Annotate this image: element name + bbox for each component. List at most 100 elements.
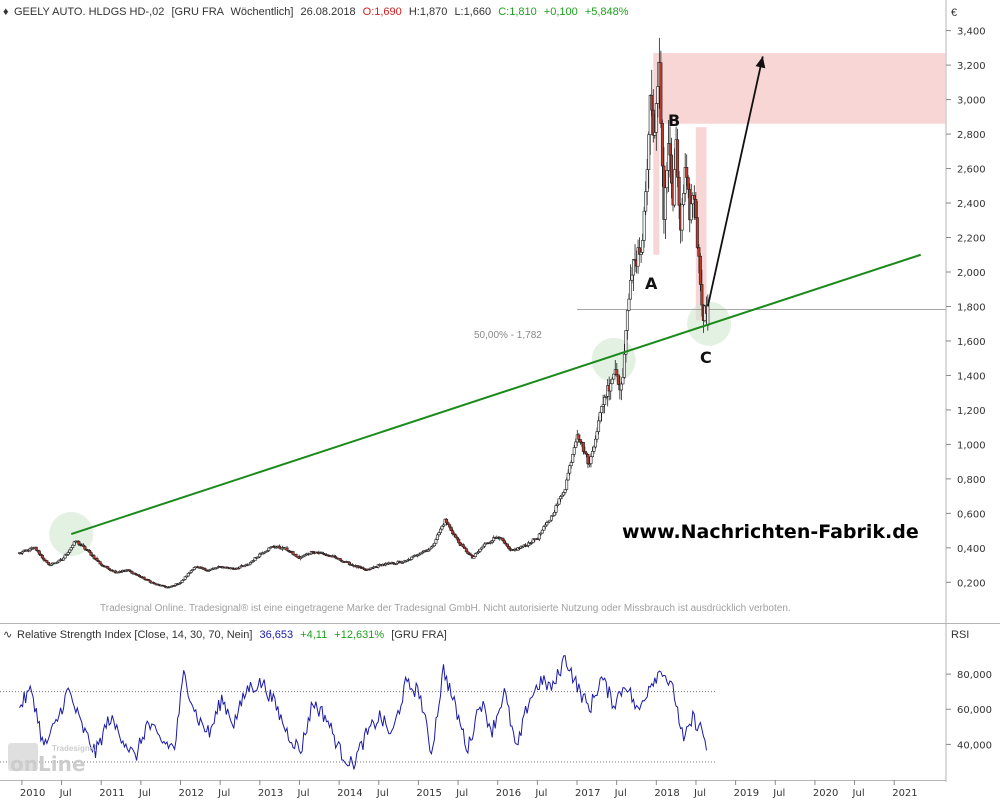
candle-body xyxy=(676,139,680,178)
candle-body xyxy=(45,560,49,563)
x-tick-label: 2013 xyxy=(258,788,283,799)
candle-body xyxy=(363,568,367,571)
candle-body xyxy=(628,279,632,300)
candle-body xyxy=(411,555,415,558)
target-arrow-head xyxy=(755,56,766,69)
price-tick-label: 2,800 xyxy=(957,130,986,141)
x-tick-label: Jul xyxy=(852,788,865,799)
candle-body xyxy=(203,568,207,571)
logo-badge xyxy=(8,743,38,771)
candle-body xyxy=(546,521,550,524)
x-tick-label: 2015 xyxy=(416,788,441,799)
candle-body xyxy=(630,274,634,281)
high-value: H:1,870 xyxy=(409,6,448,18)
price-tick-label: 0,600 xyxy=(957,509,986,520)
candle-body xyxy=(619,383,623,391)
last-date: 26.08.2018 xyxy=(301,6,356,18)
candle-body xyxy=(215,567,219,569)
candle-body xyxy=(142,576,146,580)
candle-body xyxy=(653,132,657,136)
x-tick-label: 2017 xyxy=(575,788,600,799)
candle-body xyxy=(659,62,663,124)
candle-body xyxy=(440,525,444,530)
candle-body xyxy=(394,563,398,565)
candle-body xyxy=(461,544,465,548)
candle-body xyxy=(249,562,253,565)
candle-body xyxy=(624,330,628,355)
candle-body xyxy=(562,492,566,496)
candle-body xyxy=(609,383,613,392)
instrument-icon: ♦ xyxy=(3,6,9,18)
candle-body xyxy=(253,557,257,561)
candle-body xyxy=(274,546,278,549)
price-tick-label: 0,400 xyxy=(957,544,986,555)
candle-body xyxy=(504,542,508,545)
price-header-line: GEELY AUTO. HLDGS HD-,02 [GRU FRA Wöchen… xyxy=(14,6,629,18)
pivot-label-c: C xyxy=(700,348,712,367)
candle-body xyxy=(647,134,651,170)
low-value: L:1,660 xyxy=(454,6,491,18)
candle-body xyxy=(464,548,468,553)
candle-body xyxy=(557,498,561,505)
price-tick-label: 2,200 xyxy=(957,234,986,245)
support-trendline xyxy=(70,253,922,535)
candle-body xyxy=(581,442,585,452)
rsi-tick-label: 80,000 xyxy=(957,670,992,681)
x-tick-label: 2014 xyxy=(337,788,362,799)
candle-body xyxy=(542,526,546,531)
x-tick-label: Jul xyxy=(59,788,72,799)
candle-body xyxy=(97,560,101,562)
candle-body xyxy=(568,465,572,474)
candle-body xyxy=(236,567,240,570)
candle-body xyxy=(449,526,453,532)
candle-body xyxy=(559,496,563,500)
x-tick-label: Jul xyxy=(614,788,627,799)
candle-body xyxy=(689,203,693,221)
candle-body xyxy=(692,195,696,200)
candle-body xyxy=(610,378,614,385)
rsi-title: Relative Strength Index [Close, 14, 30, … xyxy=(17,629,252,641)
candle-body xyxy=(598,412,602,422)
candle-body xyxy=(247,563,251,566)
candle-body xyxy=(83,546,87,550)
candle-body xyxy=(530,542,534,544)
candle-body xyxy=(303,554,307,557)
candle-body xyxy=(252,560,256,562)
pivot-label-a: A xyxy=(645,274,658,293)
candle-body xyxy=(262,551,266,554)
candle-body xyxy=(448,524,452,528)
trendline-layer xyxy=(70,253,922,535)
candle-body xyxy=(586,454,590,465)
candle-body xyxy=(501,537,505,541)
tradesignal-logo: Tradesignal onLine xyxy=(8,743,96,776)
x-tick-label: 2018 xyxy=(654,788,679,799)
candle-body xyxy=(130,571,134,574)
price-tick-label: 1,200 xyxy=(957,406,986,417)
candle-body xyxy=(285,547,289,551)
price-tick-label: 1,400 xyxy=(957,371,986,382)
change-percent: +5,848% xyxy=(585,6,629,18)
candle-body xyxy=(644,191,648,212)
interval-label: Wöchentlich] xyxy=(230,6,293,18)
candle-body xyxy=(267,547,271,551)
rsi-series xyxy=(19,655,707,770)
candle-body xyxy=(95,558,99,561)
candle-body xyxy=(700,284,704,306)
candle-body xyxy=(552,511,556,516)
x-tick-label: 2016 xyxy=(496,788,521,799)
rsi-value: 36,653 xyxy=(259,629,293,641)
candle-body xyxy=(69,547,73,551)
candle-body xyxy=(180,579,184,583)
candle-body xyxy=(584,452,588,455)
candle-body xyxy=(37,550,41,555)
candle-body xyxy=(338,558,342,561)
x-tick-label: 2010 xyxy=(20,788,45,799)
candle-body xyxy=(695,217,699,248)
candle-body xyxy=(603,397,607,405)
price-tick-label: 0,200 xyxy=(957,578,986,589)
candle-body xyxy=(138,574,142,577)
x-tick-label: Jul xyxy=(296,788,309,799)
candle-body xyxy=(665,170,669,189)
candle-body xyxy=(572,447,576,455)
rsi-line xyxy=(19,655,707,770)
